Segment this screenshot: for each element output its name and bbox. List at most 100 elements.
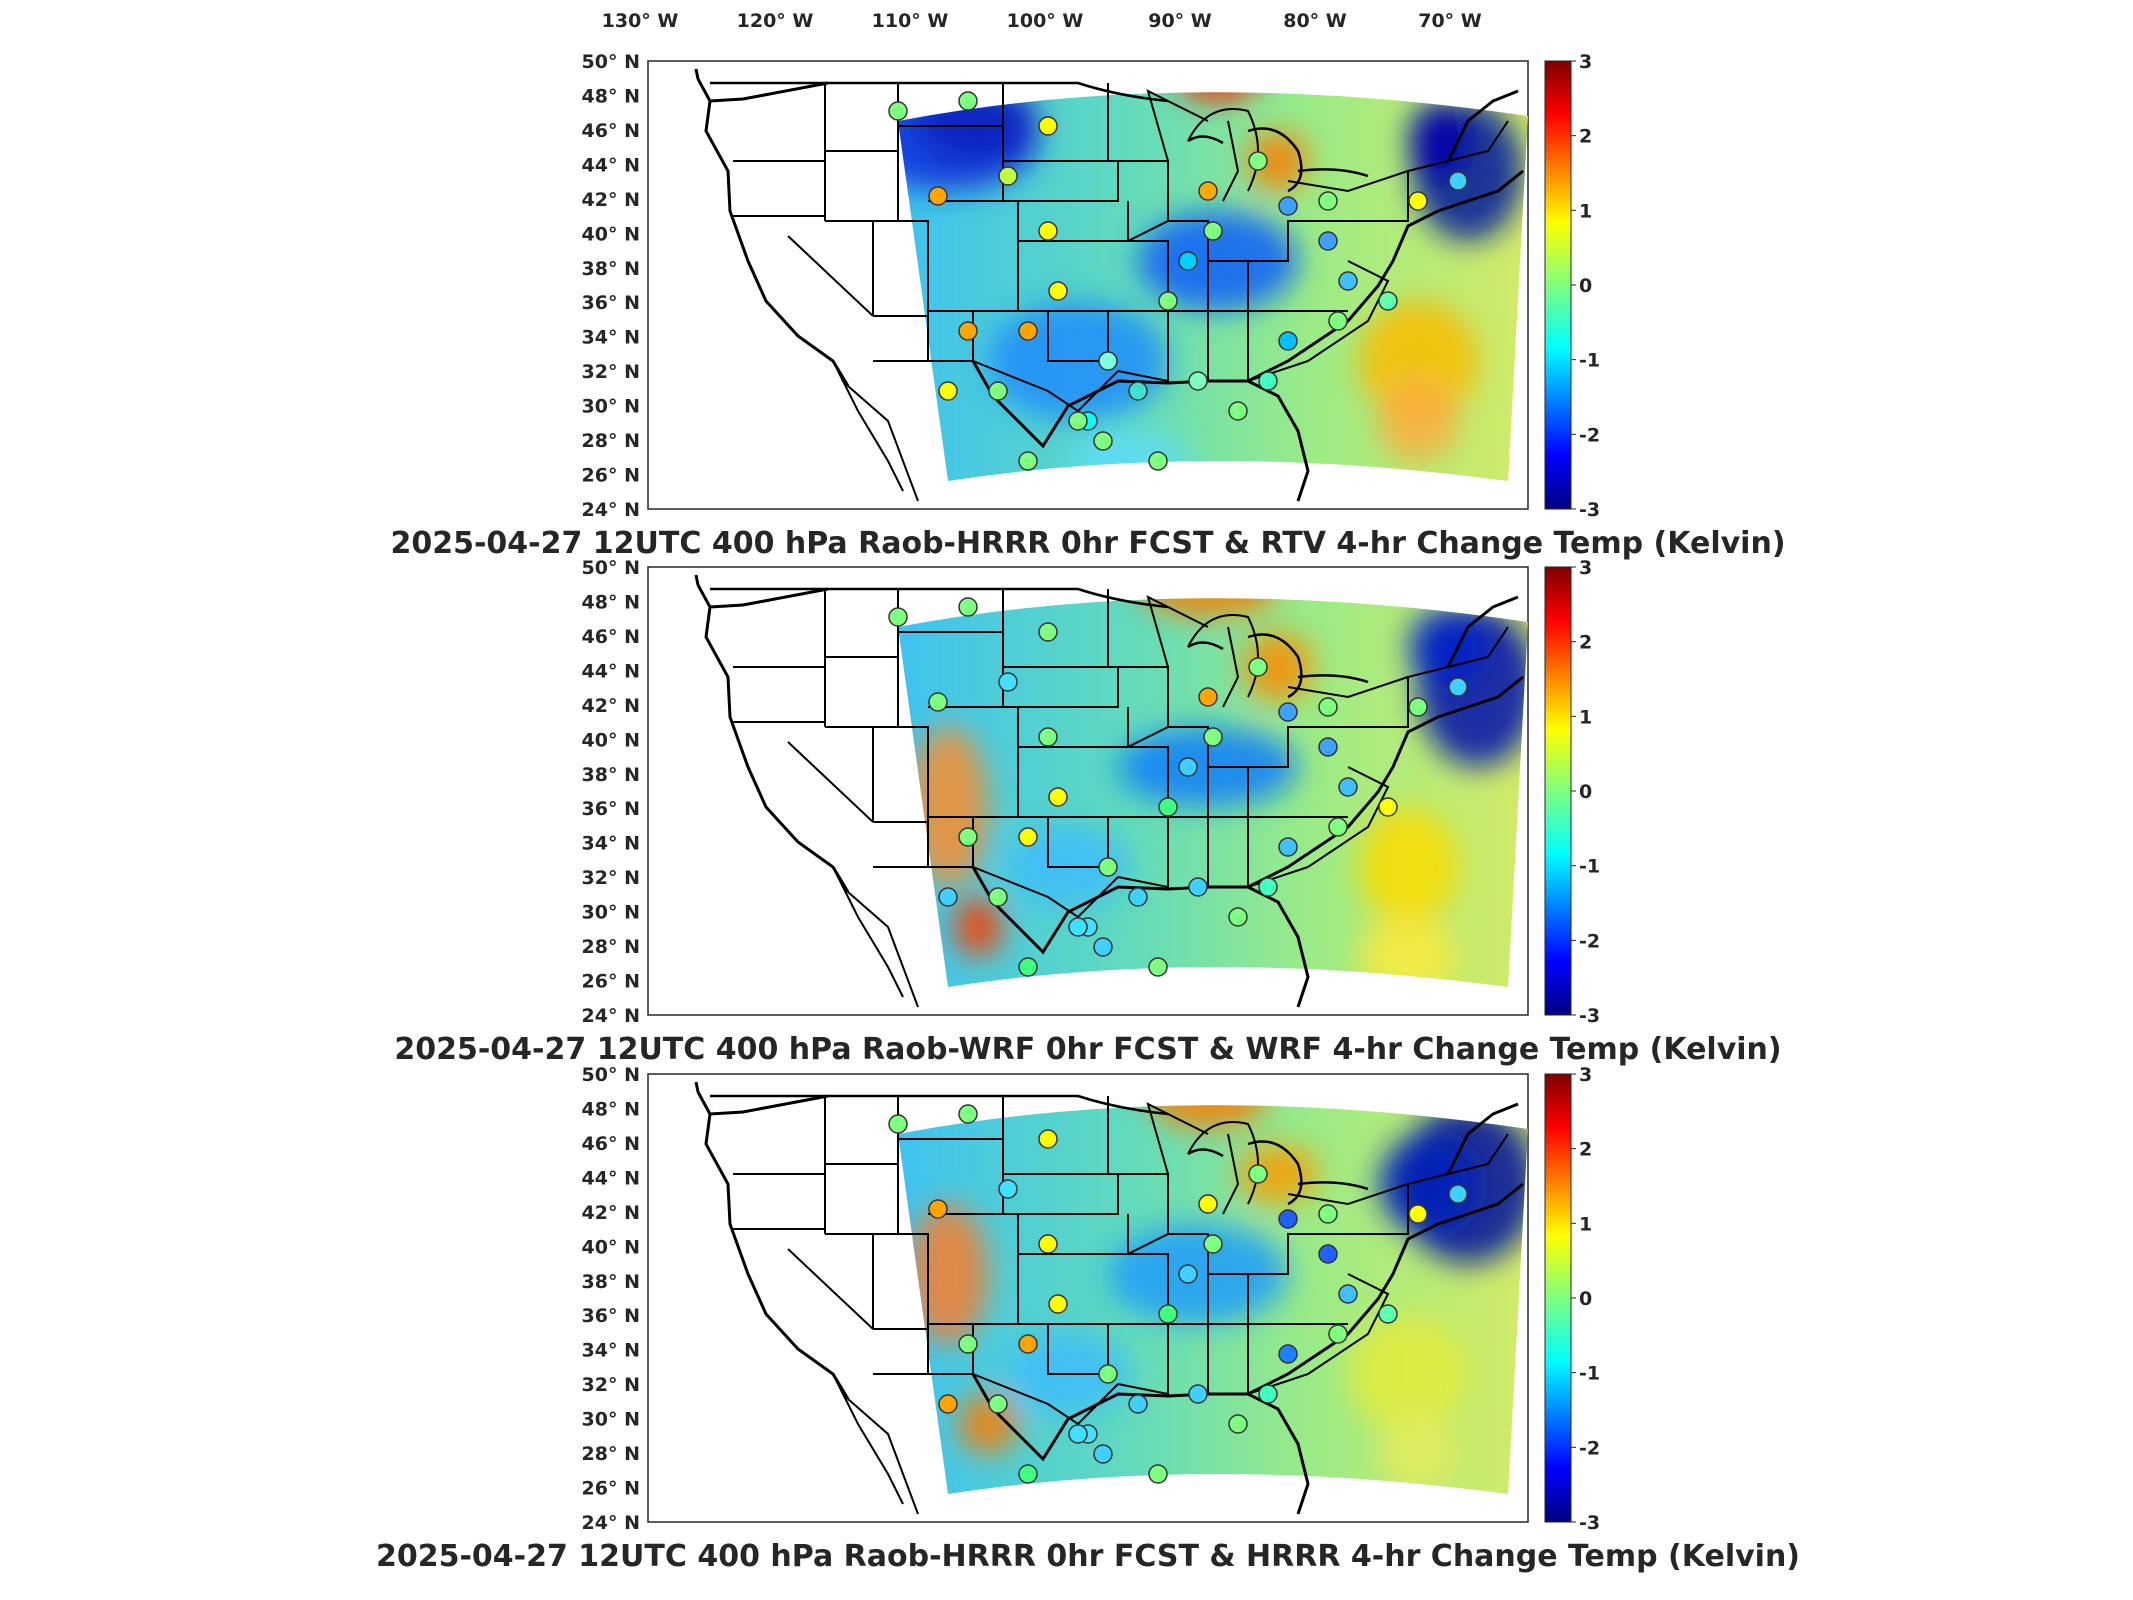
raob-station-marker — [1228, 1414, 1248, 1434]
raob-station-marker — [998, 672, 1018, 692]
lat-label: 24° N — [582, 1512, 640, 1534]
lon-label: 130° W — [602, 10, 679, 32]
raob-station-marker — [888, 101, 908, 121]
lat-label: 26° N — [582, 1478, 640, 1500]
raob-station-marker — [1178, 1264, 1198, 1284]
raob-station-marker — [1093, 1444, 1113, 1464]
raob-station-marker — [1378, 291, 1398, 311]
lat-label: 38° N — [582, 764, 640, 786]
lat-label: 28° N — [582, 430, 640, 452]
colorbar-tick-label: 2 — [1579, 126, 1592, 148]
raob-station-marker — [1408, 697, 1428, 717]
lat-label: 28° N — [582, 936, 640, 958]
colorbar-tick-label: -3 — [1579, 1005, 1600, 1027]
raob-stations — [888, 1104, 1468, 1484]
raob-station-marker — [1038, 116, 1058, 136]
lat-label: 34° N — [582, 1340, 640, 1362]
colorbar — [1544, 60, 1572, 510]
raob-station-marker — [1278, 196, 1298, 216]
raob-station-marker — [1048, 1294, 1068, 1314]
lat-label: 38° N — [582, 1271, 640, 1293]
map-content — [694, 1080, 1528, 1516]
colorbar-tick-label: -1 — [1579, 350, 1600, 372]
colorbar-tick-label: -2 — [1579, 424, 1600, 446]
raob-station-marker — [1178, 757, 1198, 777]
raob-station-marker — [1258, 877, 1278, 897]
raob-station-marker — [998, 1179, 1018, 1199]
colorbar-tick-label: 0 — [1579, 1288, 1592, 1310]
raob-station-marker — [1378, 797, 1398, 817]
panel-title: 2025-04-27 12UTC 400 hPa Raob-HRRR 0hr F… — [390, 526, 1785, 561]
lat-label: 32° N — [582, 1374, 640, 1396]
raob-station-marker — [888, 1114, 908, 1134]
raob-station-marker — [1098, 857, 1118, 877]
raob-station-marker — [958, 1334, 978, 1354]
raob-station-marker — [1038, 1129, 1058, 1149]
lat-label: 30° N — [582, 396, 640, 418]
colorbar-tick-label: 2 — [1579, 632, 1592, 654]
raob-station-marker — [1128, 381, 1148, 401]
lat-label: 46° N — [582, 1133, 640, 1155]
raob-station-marker — [1278, 1209, 1298, 1229]
raob-station-marker — [938, 381, 958, 401]
raob-station-marker — [1128, 1394, 1148, 1414]
raob-station-marker — [988, 1394, 1008, 1414]
raob-station-marker — [1093, 937, 1113, 957]
raob-station-marker — [1278, 1344, 1298, 1364]
raob-station-marker — [1318, 1204, 1338, 1224]
lon-label: 70° W — [1418, 10, 1482, 32]
lon-label: 110° W — [872, 10, 949, 32]
raob-station-marker — [1188, 371, 1208, 391]
raob-station-marker — [1408, 191, 1428, 211]
lon-label: 80° W — [1283, 10, 1347, 32]
colorbar-tick-label: 3 — [1579, 1064, 1592, 1086]
raob-station-marker — [1318, 231, 1338, 251]
colorbar-tick-label: 0 — [1579, 781, 1592, 803]
colorbar-tick-label: 1 — [1579, 706, 1592, 728]
raob-station-marker — [1448, 171, 1468, 191]
raob-station-marker — [1018, 1464, 1038, 1484]
raob-station-marker — [1278, 702, 1298, 722]
lat-label: 38° N — [582, 258, 640, 280]
lat-label: 40° N — [582, 729, 640, 751]
map-panel: 50° N 48° N 46° N 44° N 42° N 40° N 38° N 36° N… — [376, 1064, 1800, 1574]
colorbar — [1544, 1073, 1572, 1523]
raob-station-marker — [1038, 1234, 1058, 1254]
raob-station-marker — [1158, 797, 1178, 817]
lat-label: 34° N — [582, 327, 640, 349]
lat-label: 42° N — [582, 695, 640, 717]
raob-station-marker — [988, 381, 1008, 401]
raob-station-marker — [1203, 1234, 1223, 1254]
lat-label: 44° N — [582, 1167, 640, 1189]
raob-station-marker — [928, 186, 948, 206]
raob-stations — [888, 597, 1468, 977]
raob-station-marker — [938, 887, 958, 907]
raob-station-marker — [1158, 1304, 1178, 1324]
raob-station-marker — [1278, 837, 1298, 857]
raob-station-marker — [1068, 1424, 1088, 1444]
colorbar-tick-label: 3 — [1579, 51, 1592, 73]
lat-label: 48° N — [582, 1098, 640, 1120]
lat-label: 28° N — [582, 1443, 640, 1465]
raob-station-marker — [928, 1199, 948, 1219]
lat-label: 50° N — [582, 51, 640, 73]
lat-label: 24° N — [582, 499, 640, 521]
raob-station-marker — [1258, 1384, 1278, 1404]
raob-station-marker — [1038, 727, 1058, 747]
lon-label: 90° W — [1148, 10, 1212, 32]
raob-station-marker — [1448, 1184, 1468, 1204]
raob-station-marker — [1318, 697, 1338, 717]
colorbar-tick-label: 3 — [1579, 557, 1592, 579]
raob-station-marker — [1378, 1304, 1398, 1324]
lat-label: 32° N — [582, 361, 640, 383]
lat-label: 40° N — [582, 223, 640, 245]
colorbar-tick-label: 1 — [1579, 200, 1592, 222]
raob-station-marker — [1098, 351, 1118, 371]
lon-axis-labels: 130° W 120° W 110° W 100° W 90° W 80° W … — [602, 10, 1482, 32]
lat-label: 48° N — [582, 591, 640, 613]
raob-station-marker — [1203, 221, 1223, 241]
raob-station-marker — [1068, 917, 1088, 937]
raob-station-marker — [1128, 887, 1148, 907]
raob-station-marker — [1178, 251, 1198, 271]
